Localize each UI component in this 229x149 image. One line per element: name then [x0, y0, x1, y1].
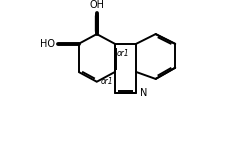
Text: or1: or1 [116, 49, 128, 59]
Text: HO: HO [40, 39, 55, 49]
Text: or1: or1 [101, 77, 113, 86]
Text: N: N [140, 88, 147, 98]
Text: OH: OH [89, 0, 104, 10]
